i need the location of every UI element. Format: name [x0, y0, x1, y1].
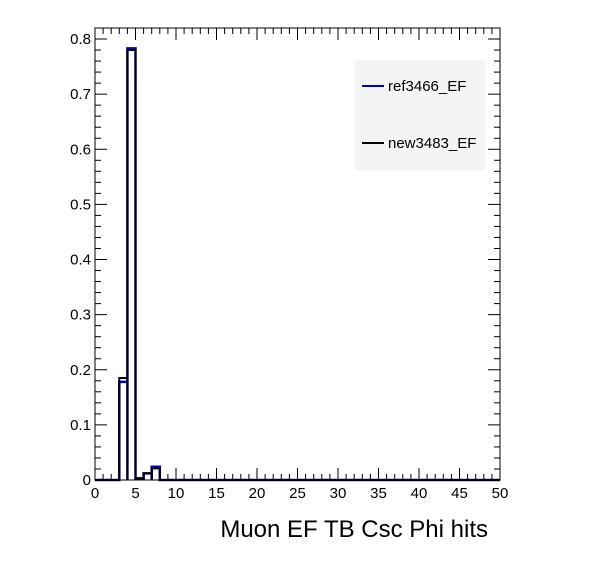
y-tick-label: 0.3: [70, 307, 91, 324]
x-tick-label: 10: [168, 485, 185, 502]
y-tick-label: 0.2: [70, 362, 91, 379]
x-tick-label: 20: [249, 485, 266, 502]
x-tick-label: 50: [492, 485, 509, 502]
legend: ref3466_EF new3483_EF: [355, 60, 485, 170]
y-tick-label: 0.4: [70, 252, 91, 269]
series-new3483_EF-outline: [95, 49, 500, 481]
legend-label-ref3466_EF: ref3466_EF: [388, 78, 466, 95]
x-tick-label: 30: [330, 485, 347, 502]
y-tick-label: 0.6: [70, 141, 91, 158]
y-tick-label: 0.1: [70, 417, 91, 434]
x-tick-label: 35: [370, 485, 387, 502]
x-tick-label: 25: [289, 485, 306, 502]
y-tick-label: 0: [83, 472, 91, 489]
x-tick-label: 45: [451, 485, 468, 502]
x-axis-title: Muon EF TB Csc Phi hits: [220, 516, 488, 543]
x-axis-ticks: 0 5 10 15 20 25 30 35 40 45 50: [91, 28, 509, 502]
x-tick-label: 5: [131, 485, 139, 502]
x-tick-label: 40: [411, 485, 428, 502]
x-tick-label: 15: [208, 485, 225, 502]
legend-label-new3483_EF: new3483_EF: [388, 135, 476, 152]
y-tick-label: 0.5: [70, 196, 91, 213]
y-tick-label: 0.7: [70, 86, 91, 103]
x-tick-label: 0: [91, 485, 99, 502]
series-layer: [95, 47, 500, 482]
y-tick-label: 0.8: [70, 31, 91, 48]
legend-box: [355, 60, 485, 170]
